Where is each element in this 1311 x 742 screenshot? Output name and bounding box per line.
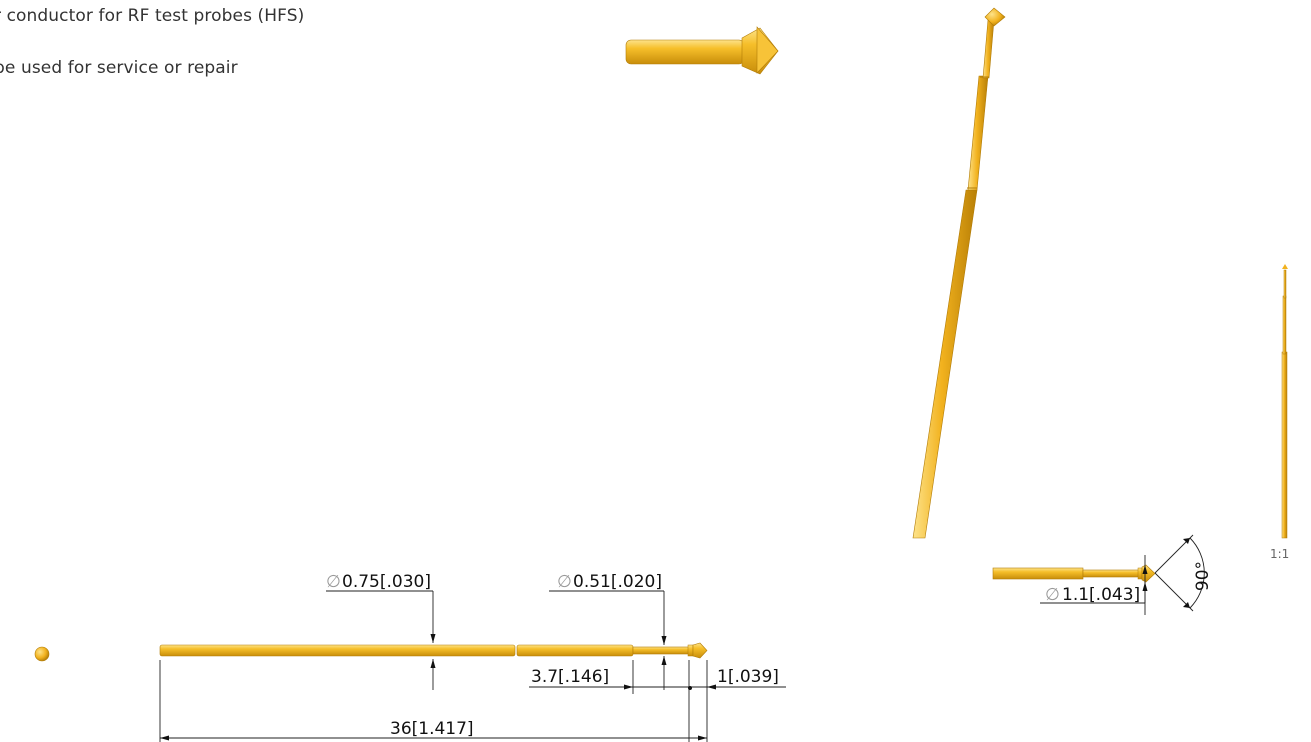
description-line-2: be used for service or repair (0, 58, 238, 78)
dim-diameter-symbol-2: ∅ (557, 572, 572, 592)
dim-diameter-symbol: ∅ (326, 572, 341, 592)
dim-total-length: 36[1.417] (390, 719, 474, 739)
description-line-1: r conductor for RF test probes (HFS) (0, 6, 305, 26)
dim-diameter-symbol-3: ∅ (1045, 585, 1060, 605)
dim-tip-angle: 90° (1193, 561, 1213, 591)
iso-full-view (912, 7, 1006, 539)
dim-shaft-diameter: 0.75[.030] (342, 572, 431, 592)
dim-neck-diameter: 0.51[.020] (573, 572, 662, 592)
dim-neck-length: 3.7[.146] (531, 667, 609, 687)
detail-tip-view (992, 564, 1156, 583)
scale-view (1281, 264, 1288, 539)
iso-tip-view (625, 26, 779, 75)
scale-label: 1:1 (1270, 547, 1289, 561)
dim-head-diameter: 1.1[.043] (1062, 585, 1140, 605)
end-view (34, 646, 50, 662)
dim-tip-length: 1[.039] (717, 667, 779, 687)
side-view (159, 642, 708, 659)
